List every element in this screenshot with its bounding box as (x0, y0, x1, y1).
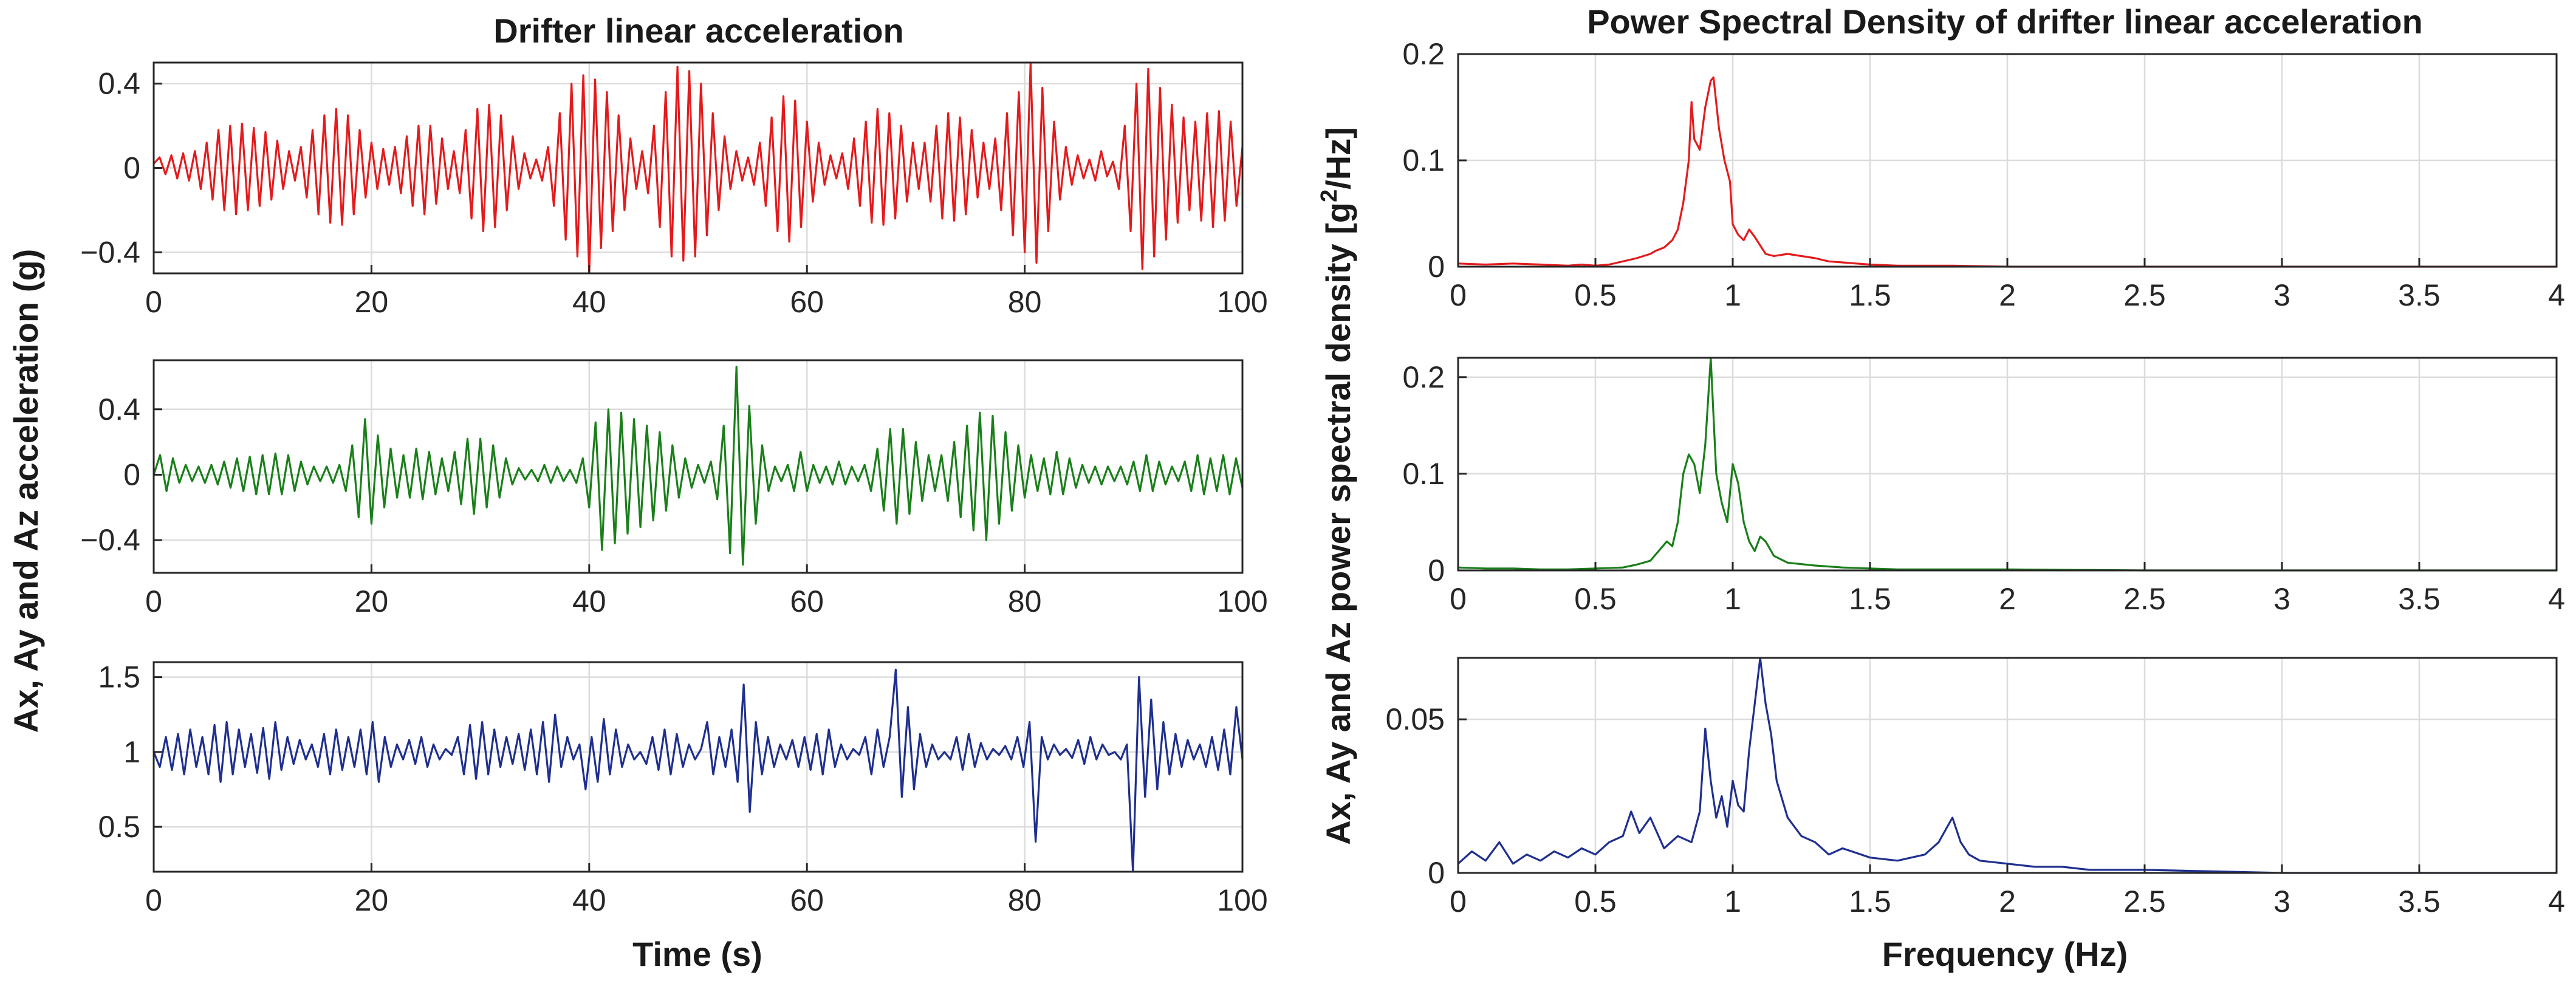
left-y-axis-label: Ax, Ay and Az acceleration (g) (7, 249, 45, 733)
x-tick-label: 3.5 (2398, 278, 2441, 312)
y-tick-label: 0.4 (98, 392, 140, 426)
x-tick-label: 80 (1008, 883, 1042, 917)
x-tick-label: 3.5 (2398, 884, 2441, 918)
x-tick-label: 80 (1008, 584, 1042, 618)
x-tick-label: 80 (1008, 285, 1042, 319)
series-line-az-psd (1457, 657, 2557, 874)
x-tick-label: 0 (1450, 582, 1467, 616)
y-tick-label: 0.4 (98, 67, 140, 101)
y-tick-label: 0.5 (98, 810, 140, 844)
psd-az-panel: 0 0.5 1 1.5 2 2.5 3 3.5 4 0 0.05 (1386, 657, 2565, 918)
y-tick-label: 1.5 (98, 660, 140, 694)
x-tick-label: 4 (2548, 582, 2565, 616)
right-y-label-unit: /Hz] (1319, 127, 1357, 190)
x-tick-label: 1.5 (1849, 278, 1891, 312)
series-line-ay-psd (1458, 357, 2557, 572)
x-tick-label: 3 (2273, 582, 2290, 616)
x-tick-label: 1 (1724, 884, 1741, 918)
x-tick-label: 20 (355, 584, 389, 618)
y-tick-label: −0.4 (80, 235, 140, 269)
y-tick-label: 0 (123, 457, 140, 491)
right-y-label-main: Ax, Ay and Az power spectral density [g (1319, 202, 1357, 845)
x-tick-label: 0 (145, 883, 162, 917)
series-line-ay (152, 366, 1244, 566)
x-tick-label: 0.5 (1574, 278, 1617, 312)
x-tick-label: 1 (1724, 582, 1741, 616)
right-panel-title: Power Spectral Density of drifter linear… (1587, 2, 2423, 41)
x-tick-label: 40 (572, 285, 606, 319)
x-tick-label: 2 (1999, 582, 2016, 616)
x-tick-label: 2 (1999, 278, 2016, 312)
y-tick-label: 0.1 (1402, 457, 1445, 491)
x-tick-label: 60 (790, 883, 824, 917)
x-tick-label: 100 (1217, 883, 1267, 917)
psd-ay-panel: 0 0.5 1 1.5 2 2.5 3 3.5 4 0 0.1 0.2 (1402, 357, 2565, 616)
x-tick-label: 4 (2548, 884, 2565, 918)
y-tick-label: 0.1 (1402, 143, 1445, 177)
x-tick-label: 40 (572, 584, 606, 618)
y-tick-label: 0 (1428, 856, 1445, 890)
axes-frame (152, 359, 1244, 574)
x-tick-label: 2 (1999, 884, 2016, 918)
time-az-panel: 0 20 40 60 80 100 0.5 1 1.5 (98, 660, 1267, 917)
x-tick-label: 0 (1450, 884, 1467, 918)
x-tick-label: 2.5 (2123, 278, 2166, 312)
x-tick-label: 20 (355, 285, 389, 319)
right-y-axis-label: Ax, Ay and Az power spectral density [g2… (1317, 127, 1357, 845)
y-tick-label: 0.2 (1402, 37, 1445, 71)
x-tick-label: 4 (2548, 278, 2565, 312)
x-tick-label: 100 (1217, 285, 1267, 319)
series-line-ax (152, 61, 1244, 275)
x-tick-label: 40 (572, 883, 606, 917)
x-tick-label: 0 (145, 285, 162, 319)
y-tick-label: 0 (1428, 250, 1445, 284)
right-y-label-superscript: 2 (1317, 190, 1342, 202)
time-ax-panel: 0 20 40 60 80 100−0.400.4 (80, 61, 1268, 319)
x-tick-label: 100 (1217, 584, 1267, 618)
x-tick-label: 1.5 (1849, 884, 1891, 918)
y-tick-label: −0.4 (80, 523, 140, 557)
y-tick-label: 1 (123, 735, 140, 769)
y-tick-label: 0 (1428, 553, 1445, 587)
left-x-axis-label: Time (s) (632, 935, 762, 973)
x-tick-label: 0.5 (1574, 884, 1617, 918)
x-tick-label: 0 (145, 584, 162, 618)
x-tick-label: 1.5 (1849, 582, 1891, 616)
x-tick-label: 3 (2273, 884, 2290, 918)
x-tick-label: 1 (1724, 278, 1741, 312)
y-tick-label: 0.2 (1402, 360, 1445, 394)
x-tick-label: 3.5 (2398, 582, 2441, 616)
x-tick-label: 2.5 (2123, 582, 2166, 616)
y-tick-label: 0.05 (1386, 702, 1445, 736)
x-tick-label: 0.5 (1574, 582, 1617, 616)
x-tick-label: 2.5 (2123, 884, 2166, 918)
y-tick-label: 0 (123, 151, 140, 185)
x-tick-label: 3 (2273, 278, 2290, 312)
series-line-az (152, 668, 1244, 873)
axes-frame (152, 661, 1244, 873)
time-ay-panel: 0 20 40 60 80 100−0.400.4 (80, 359, 1268, 618)
x-tick-label: 20 (355, 883, 389, 917)
x-tick-label: 60 (790, 285, 824, 319)
x-tick-label: 0 (1450, 278, 1467, 312)
left-panel-title: Drifter linear acceleration (493, 12, 903, 50)
right-x-axis-label: Frequency (Hz) (1882, 935, 2128, 973)
x-tick-label: 60 (790, 584, 824, 618)
psd-ax-panel: 0 0.5 1 1.5 2 2.5 3 3.5 4 0 0.1 0.2 (1402, 37, 2564, 312)
